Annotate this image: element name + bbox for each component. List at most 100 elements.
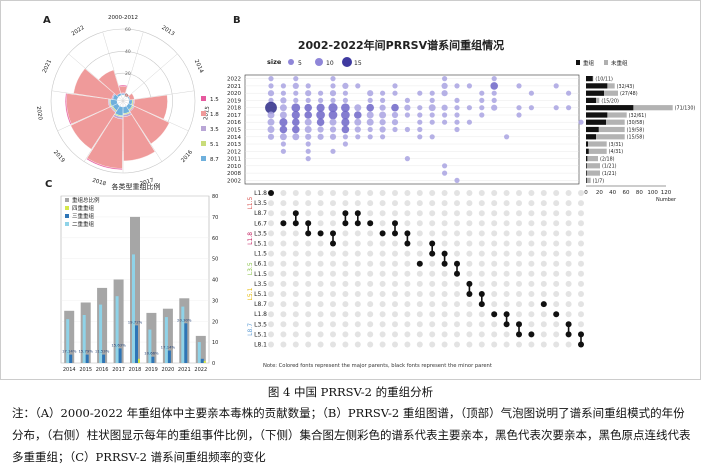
- matrix-empty-dot: [342, 301, 349, 308]
- matrix-empty-dot: [441, 220, 448, 227]
- matrix-empty-dot: [503, 240, 510, 247]
- year-bar-recomb: [586, 97, 596, 103]
- matrix-empty-dot: [330, 220, 336, 227]
- bubble-point: [267, 118, 275, 126]
- bubble-point: [342, 82, 349, 89]
- bar-axis-tick: 60: [623, 190, 630, 196]
- matrix-empty-dot: [392, 291, 398, 297]
- matrix-empty-dot: [466, 230, 473, 237]
- year-bar-label: (10/11): [595, 77, 613, 83]
- bubble-point: [441, 90, 448, 97]
- panel-c-legend-swatch: [65, 214, 69, 218]
- set-row-label: L8.1: [254, 342, 267, 349]
- matrix-empty-dot: [342, 341, 349, 348]
- matrix-empty-dot: [268, 280, 274, 287]
- matrix-empty-dot: [392, 341, 398, 348]
- matrix-empty-dot: [379, 270, 386, 277]
- bubble-point: [442, 170, 448, 176]
- polar-year-label: 2015: [203, 105, 211, 120]
- matrix-empty-dot: [367, 250, 374, 257]
- bubble-point: [305, 148, 311, 154]
- panel-c-xtick: 2014: [63, 367, 76, 373]
- matrix-empty-dot: [466, 260, 473, 267]
- matrix-filled-dot: [317, 230, 324, 237]
- year-bar-label: (30/58): [627, 120, 645, 126]
- matrix-empty-dot: [317, 250, 324, 257]
- polar-year-label: 2016: [180, 149, 194, 164]
- matrix-empty-dot: [416, 341, 423, 348]
- matrix-empty-dot: [553, 291, 560, 297]
- year-bar-recomb: [586, 83, 608, 89]
- year-bar-label: (15/58): [627, 135, 645, 141]
- matrix-empty-dot: [379, 321, 386, 328]
- matrix-empty-dot: [429, 230, 436, 237]
- bubble-point: [304, 103, 313, 112]
- polar-radial-tick: 60: [125, 27, 131, 33]
- bar-double: [82, 315, 86, 363]
- matrix-empty-dot: [342, 321, 349, 328]
- bubble-point: [578, 119, 584, 125]
- matrix-filled-dot: [454, 260, 460, 267]
- bubble-point: [392, 83, 398, 89]
- bubble-point: [318, 97, 324, 103]
- year-bar-recomb: [586, 156, 588, 162]
- set-row-label: L8.7: [254, 301, 267, 308]
- matrix-empty-dot: [466, 311, 473, 318]
- panel-c-legend-swatch: [65, 198, 69, 202]
- bubble-point: [442, 112, 448, 118]
- matrix-filled-dot: [330, 230, 336, 237]
- matrix-filled-dot: [429, 250, 436, 257]
- matrix-empty-dot: [342, 280, 349, 287]
- matrix-empty-dot: [429, 341, 436, 348]
- bar-triple: [200, 358, 204, 363]
- bubble-point: [417, 119, 423, 125]
- year-bar-label: (1/7): [593, 178, 605, 184]
- bubble-point: [280, 148, 286, 154]
- bubble-point: [293, 97, 299, 103]
- matrix-empty-dot: [528, 291, 535, 297]
- bar-data-label: 15.79%: [78, 349, 93, 354]
- matrix-empty-dot: [441, 301, 448, 308]
- matrix-empty-dot: [305, 260, 312, 267]
- matrix-empty-dot: [578, 190, 584, 196]
- polar-year-label: 2018: [91, 178, 107, 188]
- matrix-filled-dot: [354, 210, 361, 217]
- matrix-empty-dot: [478, 341, 485, 348]
- polar-bar-segment: [128, 93, 135, 101]
- polar-bar-segment: [124, 92, 130, 98]
- matrix-empty-dot: [516, 250, 522, 257]
- polar-legend-swatch: [201, 156, 206, 161]
- polar-bar-segment: [70, 106, 116, 150]
- matrix-empty-dot: [478, 250, 485, 257]
- matrix-empty-dot: [342, 270, 349, 277]
- matrix-empty-dot: [578, 220, 584, 227]
- matrix-empty-dot: [392, 311, 398, 318]
- panel-a-label: A: [43, 15, 51, 26]
- matrix-empty-dot: [429, 321, 436, 328]
- matrix-empty-dot: [354, 331, 361, 338]
- matrix-empty-dot: [553, 260, 560, 267]
- matrix-empty-dot: [553, 200, 560, 207]
- matrix-empty-dot: [317, 260, 324, 267]
- bubble-point: [267, 133, 275, 140]
- matrix-empty-dot: [292, 311, 299, 318]
- matrix-empty-dot: [503, 210, 510, 217]
- matrix-empty-dot: [540, 311, 547, 318]
- matrix-filled-dot: [528, 331, 535, 338]
- bubble-point: [429, 97, 435, 103]
- matrix-empty-dot: [354, 280, 361, 287]
- panel-c-xtick: 2021: [178, 367, 191, 373]
- matrix-empty-dot: [491, 260, 498, 267]
- bar-axis-tick: 80: [636, 190, 643, 196]
- bar-double: [148, 329, 152, 363]
- year-bar-nonrecomb: [586, 134, 625, 140]
- bar-data-label: 17.14%: [62, 349, 77, 354]
- set-row-label: L1.5: [254, 251, 267, 258]
- matrix-empty-dot: [540, 190, 547, 196]
- matrix-empty-dot: [305, 240, 312, 247]
- matrix-empty-dot: [503, 301, 510, 308]
- matrix-empty-dot: [516, 291, 522, 297]
- matrix-empty-dot: [342, 260, 349, 267]
- matrix-empty-dot: [441, 190, 448, 196]
- matrix-empty-dot: [392, 200, 398, 207]
